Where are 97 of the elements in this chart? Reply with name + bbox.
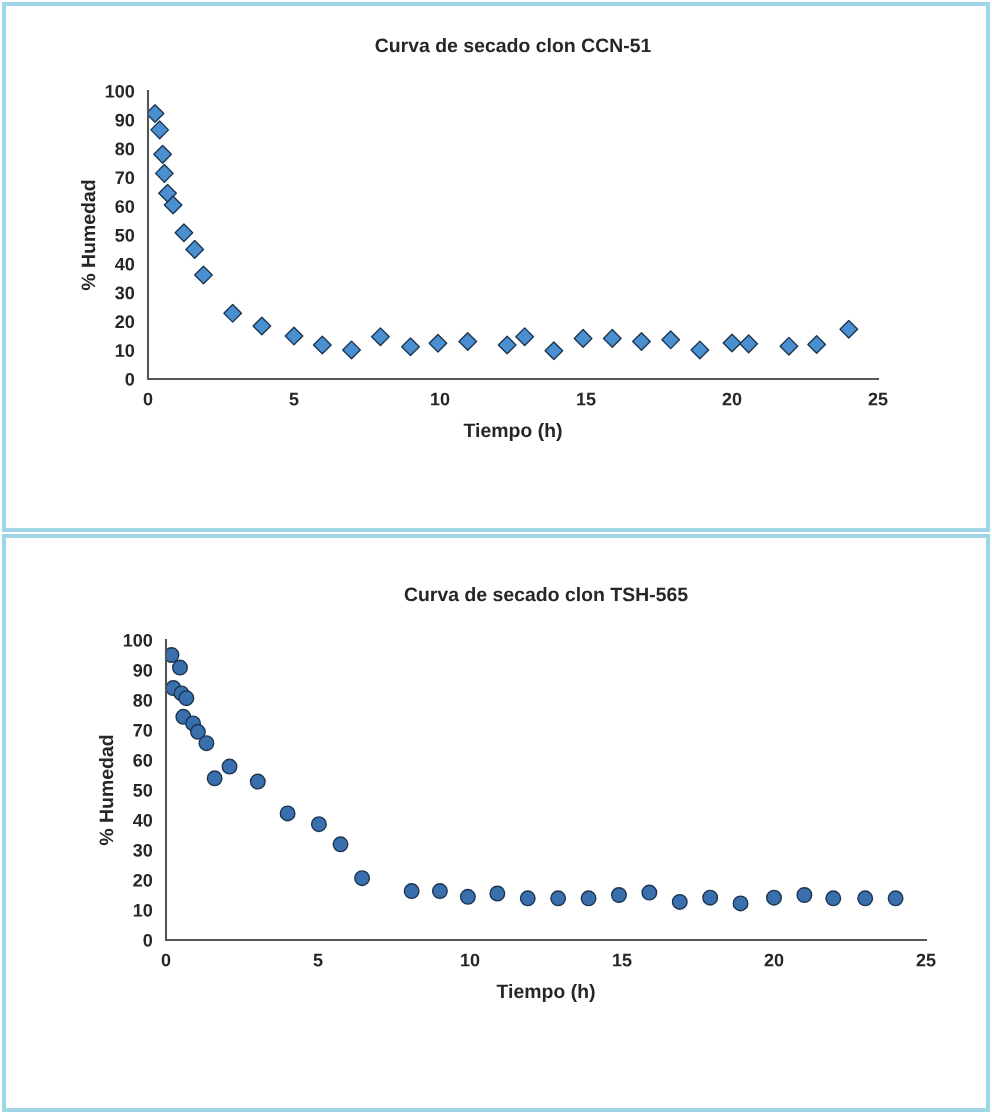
point (158, 183, 178, 203)
y-axis-title: % Humedad (81, 180, 96, 291)
point (310, 816, 327, 833)
y-tick-label: 40 (133, 813, 153, 827)
point (766, 889, 782, 906)
point (252, 316, 272, 336)
y-tick-label: 60 (133, 753, 153, 767)
point (279, 805, 296, 822)
point (497, 335, 517, 355)
point (796, 887, 813, 903)
point (431, 883, 448, 900)
y-tick-label: 90 (133, 663, 153, 677)
point (284, 326, 304, 346)
y-tick-label: 80 (133, 693, 153, 707)
y-tick-label: 70 (115, 171, 135, 185)
point (332, 836, 349, 853)
point (887, 890, 904, 907)
y-tick-label: 40 (115, 257, 135, 271)
x-tick-label: 5 (289, 392, 299, 406)
y-tick-label: 100 (123, 633, 153, 647)
point (807, 334, 827, 354)
point (178, 690, 195, 707)
point (153, 144, 173, 164)
y-tick-label: 60 (115, 200, 135, 213)
x-axis-title: Tiempo (h) (463, 422, 562, 442)
y-tick-label: 100 (105, 84, 135, 98)
x-tick-label: 10 (431, 392, 450, 406)
y-tick-label: 50 (115, 228, 135, 242)
point (370, 327, 390, 347)
point (312, 335, 332, 355)
y-axis-title: % Humedad (99, 735, 114, 846)
y-tick-label: 50 (133, 783, 153, 797)
y-tick-label: 0 (125, 372, 135, 386)
y-tick-label: 20 (115, 315, 135, 329)
y-tick-label: 0 (143, 933, 153, 947)
point (641, 884, 658, 901)
point (702, 889, 719, 906)
y-tick-label: 90 (115, 113, 135, 127)
point (223, 303, 243, 323)
point (544, 341, 564, 361)
point (739, 334, 759, 354)
point (779, 336, 799, 356)
y-tick-label: 80 (115, 142, 135, 156)
point (661, 330, 681, 350)
point (632, 332, 651, 352)
x-tick-label: 25 (916, 953, 936, 967)
point (515, 327, 535, 347)
x-tick-label: 20 (764, 953, 784, 967)
point (671, 893, 688, 910)
y-tick-label: 10 (115, 344, 135, 357)
x-tick-label: 10 (461, 953, 480, 967)
point (519, 890, 536, 907)
point (610, 887, 627, 903)
chart-title: Curva de secado clon TSH-565 (404, 587, 688, 602)
point (489, 885, 506, 902)
point (690, 340, 710, 360)
y-tick-label: 20 (133, 873, 153, 887)
point (354, 870, 371, 887)
point (174, 223, 194, 243)
point (401, 337, 420, 357)
point (825, 890, 842, 907)
chart-title: Curva de secado clon CCN-51 (375, 38, 651, 53)
point (857, 890, 874, 907)
point (194, 265, 213, 285)
point (342, 340, 362, 360)
point (206, 770, 223, 787)
point (249, 773, 266, 790)
point (573, 328, 593, 348)
x-tick-label: 25 (868, 392, 888, 406)
point (150, 120, 170, 140)
point (189, 723, 206, 740)
point (458, 332, 478, 352)
y-tick-label: 70 (133, 723, 153, 737)
point (172, 659, 188, 676)
x-tick-label: 5 (313, 953, 323, 967)
point (602, 328, 622, 348)
point (221, 758, 238, 775)
x-tick-label: 15 (613, 953, 632, 967)
point (428, 333, 448, 353)
point (163, 195, 183, 215)
point (185, 239, 205, 259)
point (722, 333, 742, 353)
point (550, 890, 567, 907)
x-tick-label: 0 (161, 953, 171, 967)
point (580, 890, 597, 907)
point (198, 735, 215, 752)
x-tick-label: 15 (577, 392, 596, 406)
y-tick-label: 30 (133, 843, 153, 857)
point (459, 888, 476, 905)
y-tick-label: 30 (115, 286, 135, 300)
point (403, 883, 420, 900)
point (839, 319, 859, 339)
x-tick-label: 20 (722, 392, 742, 406)
point (732, 895, 749, 912)
x-axis-title: Tiempo (h) (496, 983, 595, 1003)
point (154, 163, 174, 183)
y-tick-label: 10 (133, 903, 153, 917)
